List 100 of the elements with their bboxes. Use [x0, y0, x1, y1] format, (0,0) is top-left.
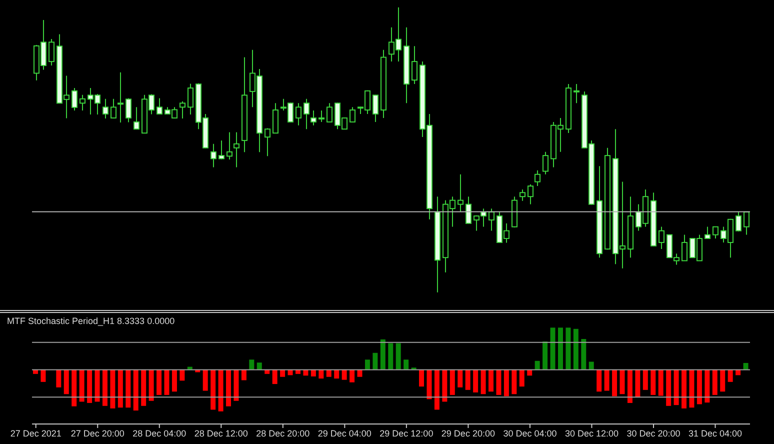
x-tick-label: 27 Dec 20:00	[70, 428, 124, 438]
bar	[542, 342, 548, 370]
bar	[72, 370, 77, 406]
x-tick-label: 27 Dec 2021	[10, 428, 62, 438]
bar	[642, 370, 648, 390]
x-tick-label: 29 Dec 12:00	[380, 428, 434, 438]
candlestick	[412, 46, 418, 85]
x-tick-label: 30 Dec 04:00	[503, 428, 557, 438]
bar	[704, 370, 710, 403]
bar	[720, 370, 726, 392]
candlestick	[126, 98, 132, 123]
candlestick	[318, 110, 324, 122]
bar	[682, 370, 687, 408]
bar	[56, 370, 62, 388]
candlestick	[712, 226, 718, 239]
bar	[342, 370, 347, 380]
candlestick	[372, 94, 378, 122]
candlestick	[528, 184, 534, 205]
bar	[272, 370, 278, 384]
candlestick	[326, 102, 332, 123]
candlestick	[534, 170, 540, 187]
bar	[218, 370, 224, 412]
candlestick	[574, 84, 580, 104]
candlestick	[682, 234, 688, 262]
bar	[712, 370, 718, 395]
candlestick	[736, 211, 742, 232]
bar	[627, 370, 632, 403]
candlestick	[704, 226, 710, 240]
candlestick	[304, 98, 310, 130]
bar	[241, 370, 246, 380]
x-tick-label: 31 Dec 04:00	[688, 428, 742, 438]
candlestick	[744, 211, 750, 236]
bar	[364, 360, 370, 370]
bar	[318, 370, 324, 379]
candlestick	[102, 98, 108, 120]
bar	[350, 370, 355, 382]
candlestick	[350, 106, 356, 123]
bar	[689, 370, 694, 408]
candlestick	[72, 88, 78, 112]
bar	[480, 370, 486, 394]
bar	[133, 370, 138, 411]
x-tick-label: 30 Dec 20:00	[626, 428, 680, 438]
bar	[404, 360, 409, 370]
bar	[488, 370, 494, 392]
candlestick	[110, 98, 116, 120]
bar	[504, 370, 509, 396]
bar	[40, 370, 46, 382]
bar	[249, 360, 254, 370]
candlestick	[542, 151, 548, 175]
bar	[635, 370, 640, 398]
x-tick-label: 28 Dec 20:00	[256, 428, 310, 438]
x-tick-label: 30 Dec 12:00	[564, 428, 619, 438]
bar	[396, 343, 401, 370]
bar	[736, 370, 741, 376]
candlestick	[118, 72, 124, 124]
bar	[226, 370, 232, 406]
bar	[148, 370, 154, 401]
bar	[450, 370, 455, 395]
bar	[210, 370, 216, 410]
bar	[118, 370, 123, 408]
bar	[573, 328, 578, 370]
bar	[566, 328, 571, 370]
bar	[604, 370, 610, 391]
x-tick-label: 29 Dec 20:00	[441, 428, 495, 438]
bar	[558, 328, 563, 370]
bar	[728, 370, 733, 382]
x-tick-label: 28 Dec 12:00	[194, 428, 248, 438]
bar	[426, 370, 432, 400]
bar	[674, 370, 679, 406]
bar	[612, 370, 618, 396]
candlestick	[234, 132, 240, 168]
bar	[110, 370, 116, 408]
candlestick	[520, 188, 526, 202]
bar	[588, 362, 594, 370]
bar	[234, 370, 239, 401]
candlestick	[210, 143, 216, 168]
bar	[141, 370, 146, 406]
bar	[334, 370, 340, 379]
bar	[434, 370, 440, 410]
bar	[519, 370, 524, 387]
candlestick	[466, 196, 472, 224]
candlestick	[180, 100, 186, 120]
candlestick	[458, 174, 464, 212]
candlestick	[264, 128, 270, 157]
candlestick	[156, 98, 162, 115]
bar	[650, 370, 656, 395]
bar	[666, 370, 672, 406]
bar	[512, 370, 517, 394]
candlestick	[218, 140, 224, 160]
bar	[658, 370, 664, 396]
bar	[550, 328, 556, 370]
bar	[64, 370, 69, 394]
bar	[620, 370, 625, 394]
bar	[696, 370, 702, 404]
bar	[527, 370, 532, 376]
candlestick	[80, 94, 86, 112]
bar	[419, 370, 424, 387]
bar	[581, 338, 586, 370]
bar	[326, 370, 332, 377]
bar	[102, 370, 108, 406]
